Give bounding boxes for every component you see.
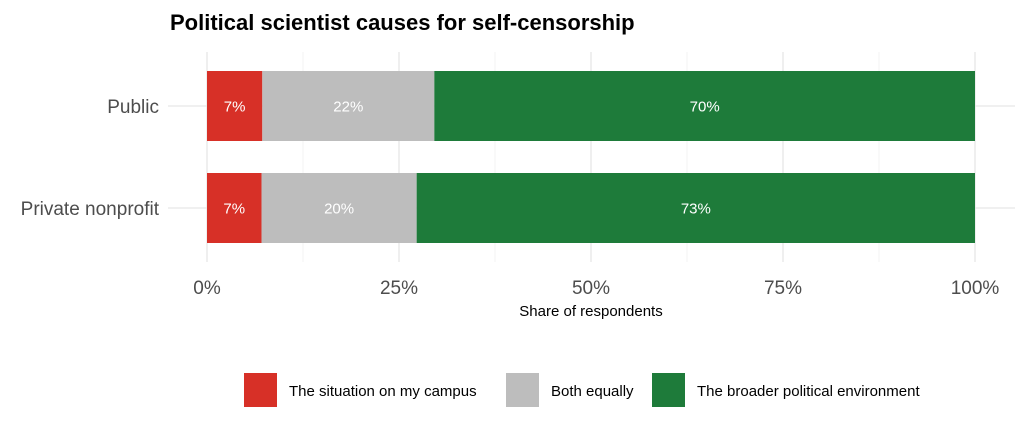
legend-key bbox=[506, 373, 539, 407]
data-label: 73% bbox=[681, 201, 711, 218]
chart-title: Political scientist causes for self-cens… bbox=[170, 10, 635, 35]
x-tick-label: 25% bbox=[380, 278, 418, 299]
x-axis-title: Share of respondents bbox=[519, 303, 662, 320]
bar-segment bbox=[261, 173, 417, 243]
bar-segment bbox=[207, 173, 262, 243]
bar-segment bbox=[262, 71, 435, 141]
data-label: 20% bbox=[324, 201, 354, 218]
data-label: 70% bbox=[690, 99, 720, 116]
data-label: 7% bbox=[224, 99, 246, 116]
bar-segment bbox=[416, 173, 975, 243]
legend-label: The situation on my campus bbox=[289, 383, 477, 400]
x-tick-label: 0% bbox=[193, 278, 221, 299]
category-label: Private nonprofit bbox=[21, 199, 160, 220]
category-label: Public bbox=[107, 97, 159, 118]
legend-label: Both equally bbox=[551, 383, 634, 400]
legend-label: The broader political environment bbox=[697, 383, 920, 400]
data-label: 22% bbox=[333, 99, 363, 116]
x-axis-tick-labels: 0% 25% 50% 75% 100% bbox=[193, 278, 999, 299]
bar-segment bbox=[207, 71, 263, 141]
legend-key bbox=[652, 373, 685, 407]
data-label: 7% bbox=[223, 201, 245, 218]
x-tick-label: 100% bbox=[951, 278, 1000, 299]
bars: 7% 22% 70% 7% 20% 73% bbox=[207, 71, 975, 243]
category-axis-labels: Public Private nonprofit bbox=[21, 97, 160, 220]
x-tick-label: 75% bbox=[764, 278, 802, 299]
legend: The situation on my campus Both equally Th… bbox=[244, 373, 920, 407]
x-tick-label: 50% bbox=[572, 278, 610, 299]
legend-key bbox=[244, 373, 277, 407]
bar-segment bbox=[434, 71, 975, 141]
